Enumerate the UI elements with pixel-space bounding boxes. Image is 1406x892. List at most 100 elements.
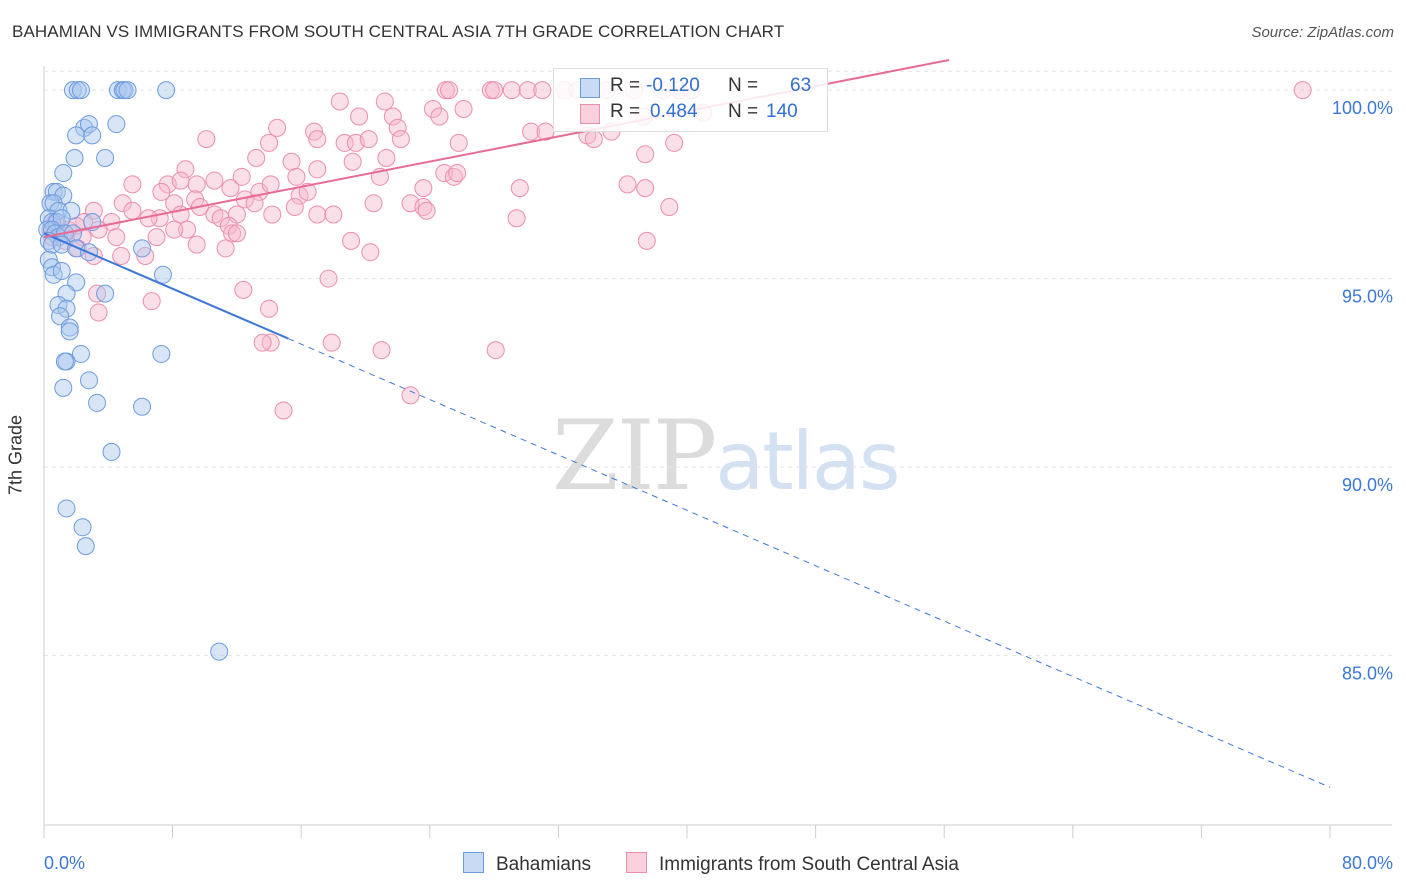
data-point-immigrants — [510, 179, 529, 198]
data-point-immigrants — [147, 228, 166, 247]
watermark-zip: ZIP — [552, 400, 717, 512]
data-point-immigrants — [260, 133, 279, 152]
data-point-immigrants — [123, 201, 142, 220]
data-point-immigrants — [187, 175, 206, 194]
data-point-bahamians — [60, 318, 79, 337]
data-point-immigrants — [361, 243, 380, 262]
data-point-immigrants — [308, 160, 327, 179]
data-point-immigrants — [285, 197, 304, 216]
data-point-immigrants — [449, 133, 468, 152]
data-point-immigrants — [176, 160, 195, 179]
data-point-immigrants — [152, 182, 171, 201]
data-point-immigrants — [298, 182, 317, 201]
data-point-immigrants — [319, 269, 338, 288]
legend-n-value: 140 — [766, 101, 798, 122]
data-point-bahamians — [62, 201, 81, 220]
data-point-immigrants — [227, 224, 246, 243]
data-point-immigrants — [665, 133, 684, 152]
data-point-immigrants — [636, 179, 655, 198]
data-point-bahamians — [83, 126, 102, 145]
data-point-immigrants — [502, 81, 521, 100]
y-tick-label: 85.0% — [1342, 663, 1393, 683]
data-point-immigrants — [123, 175, 142, 194]
data-point-immigrants — [223, 224, 242, 243]
legend-n-label: N = — [728, 75, 759, 96]
data-point-bahamians — [55, 352, 74, 371]
data-point-immigrants — [364, 194, 383, 213]
data-point-immigrants — [660, 197, 679, 216]
data-point-bahamians — [118, 81, 137, 100]
data-point-bahamians — [54, 164, 73, 183]
data-point-immigrants — [636, 145, 655, 164]
data-point-immigrants — [518, 81, 537, 100]
data-point-bahamians — [76, 537, 95, 556]
data-point-bahamians — [88, 393, 107, 412]
watermark-atlas: atlas — [715, 415, 900, 508]
data-point-immigrants — [637, 231, 656, 250]
data-point-bahamians — [71, 344, 90, 363]
data-point-immigrants — [234, 280, 253, 299]
data-point-bahamians — [108, 81, 127, 100]
data-point-bahamians — [73, 518, 92, 537]
legend-r-value: 0.484 — [650, 101, 698, 122]
data-point-immigrants — [245, 194, 264, 213]
data-point-immigrants — [430, 107, 449, 126]
legend-swatch-bahamians — [580, 78, 600, 98]
data-point-bahamians — [71, 81, 90, 100]
data-point-immigrants — [282, 152, 301, 171]
data-point-bahamians — [152, 344, 171, 363]
data-point-bahamians — [96, 284, 115, 303]
data-point-bahamians — [96, 148, 115, 167]
data-point-immigrants — [507, 209, 526, 228]
legend-n-label: N = — [728, 101, 759, 122]
data-point-immigrants — [401, 386, 420, 405]
data-point-immigrants — [89, 303, 108, 322]
data-point-immigrants — [187, 235, 206, 254]
data-point-immigrants — [112, 246, 131, 265]
data-point-bahamians — [80, 371, 99, 390]
data-point-immigrants — [205, 171, 224, 190]
trend-line-bahamians — [43, 232, 289, 340]
data-point-immigrants — [448, 164, 467, 183]
source-label: Source: ZipAtlas.com — [1251, 24, 1394, 41]
data-point-immigrants — [197, 130, 216, 149]
bottom-legend-label: Immigrants from South Central Asia — [659, 854, 959, 875]
data-point-bahamians — [157, 81, 176, 100]
data-point-bahamians — [43, 258, 62, 277]
legend-swatch-immigrants — [580, 104, 600, 124]
data-point-immigrants — [485, 81, 504, 100]
bottom-legend-bahamians: Bahamians — [463, 852, 591, 876]
x-tick-label: 0.0% — [44, 853, 85, 873]
data-point-bahamians — [133, 397, 152, 416]
data-point-immigrants — [308, 205, 327, 224]
data-point-immigrants — [533, 81, 552, 100]
data-point-bahamians — [133, 239, 152, 258]
data-point-immigrants — [388, 118, 407, 137]
data-point-immigrants — [372, 341, 391, 360]
bottom-legend-swatch-bahamians — [463, 852, 484, 873]
legend-r-label: R = — [610, 75, 641, 96]
data-point-immigrants — [343, 152, 362, 171]
data-point-immigrants — [274, 401, 293, 420]
data-point-immigrants — [342, 231, 361, 250]
data-point-immigrants — [486, 341, 505, 360]
data-point-immigrants — [232, 167, 251, 186]
data-point-immigrants — [216, 239, 235, 258]
data-point-immigrants — [178, 220, 197, 239]
y-tick-label: 90.0% — [1342, 475, 1393, 495]
bottom-legend-immigrants: Immigrants from South Central Asia — [626, 852, 959, 876]
data-point-bahamians — [102, 442, 121, 461]
data-point-immigrants — [435, 164, 454, 183]
data-point-immigrants — [350, 107, 369, 126]
data-point-bahamians — [210, 642, 229, 661]
data-point-immigrants — [454, 99, 473, 118]
data-point-immigrants — [375, 92, 394, 111]
y-tick-label: 100.0% — [1332, 98, 1393, 118]
data-point-immigrants — [618, 175, 637, 194]
x-tick-label: 80.0% — [1342, 853, 1393, 873]
data-point-immigrants — [440, 81, 459, 100]
data-point-bahamians — [57, 299, 76, 318]
legend-r-value: -0.120 — [646, 75, 700, 96]
data-point-bahamians — [67, 126, 86, 145]
data-point-immigrants — [253, 333, 272, 352]
